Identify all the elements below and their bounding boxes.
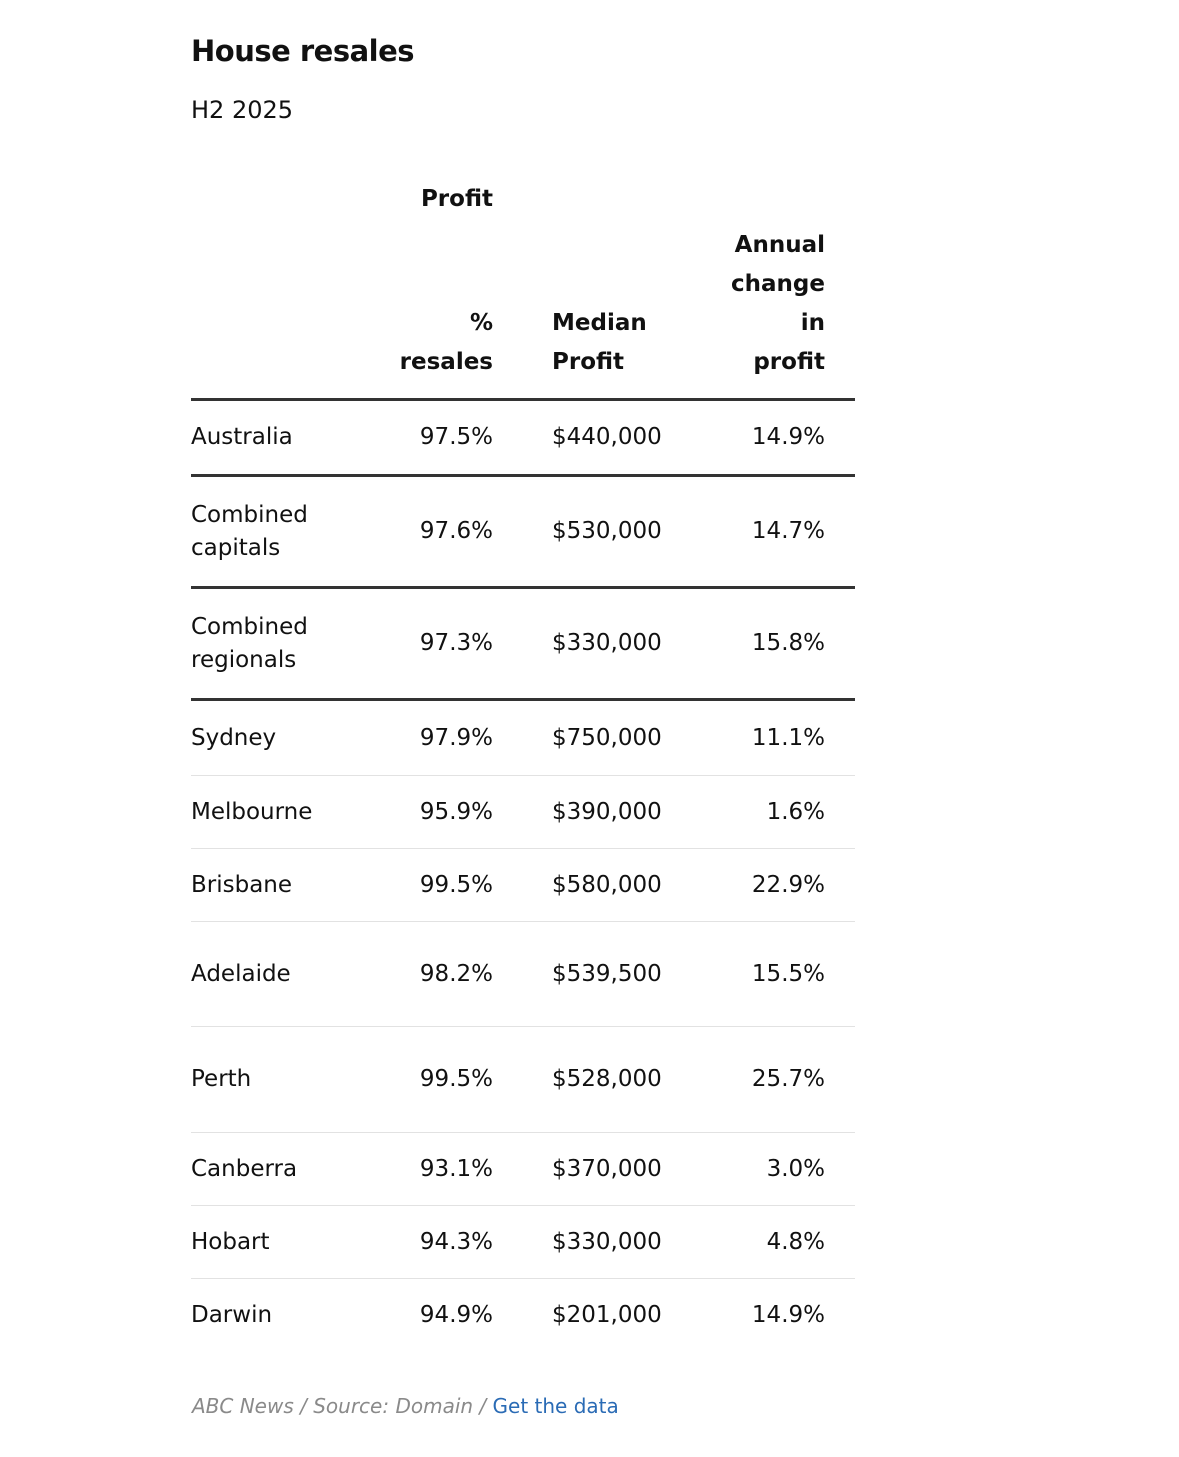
annual-change: 15.8% (700, 587, 855, 701)
column-header-text: Annual change in profit (731, 232, 825, 375)
credit: ABC News / Source: Domain / (192, 1394, 487, 1418)
subtitle: H2 2025 (191, 96, 294, 124)
pct-resales: 99.5% (360, 848, 523, 922)
column-header: % resales (360, 226, 523, 401)
empty-cell (191, 226, 360, 401)
annual-change: 1.6% (700, 775, 855, 849)
region: Perth (191, 1026, 360, 1133)
region: Combined regionals (191, 587, 360, 701)
median-profit: $580,000 (523, 848, 700, 922)
median-profit: $539,500 (523, 921, 700, 1027)
annual-change: 22.9% (700, 848, 855, 922)
table-row: Canberra 93.1% $370,000 3.0% (191, 1132, 855, 1206)
table-head: Profit % resales Median Profit Annual ch… (191, 180, 855, 401)
pct-resales: 93.1% (360, 1132, 523, 1206)
annual-change: 14.9% (751, 1301, 825, 1328)
pct-resales: 95.9% (360, 775, 523, 849)
pct-resales: 94.9% (419, 1301, 493, 1328)
pct-resales: 94.3% (360, 1205, 523, 1279)
region: Hobart (191, 1205, 360, 1279)
median-profit: $750,000 (523, 699, 700, 776)
column-header: Annual change in profit (700, 226, 855, 401)
median-profit: $370,000 (523, 1132, 700, 1206)
annual-change: 3.0% (700, 1132, 855, 1206)
footer: ABC News / Source: Domain / Get the data (192, 1394, 619, 1418)
annual-change: 25.7% (700, 1026, 855, 1133)
region: Sydney (191, 699, 360, 776)
pct-resales: 97.6% (360, 475, 523, 589)
column-header: Median Profit (523, 226, 700, 401)
empty-cell (191, 180, 360, 226)
region: Darwin (191, 1301, 273, 1328)
median-profit: $330,000 (523, 587, 700, 701)
pct-resales: 97.9% (360, 699, 523, 776)
median-profit: $530,000 (523, 475, 700, 589)
column-header-text: Median Profit (552, 310, 647, 375)
region: Australia (191, 399, 360, 477)
table-row: Perth 99.5% $528,000 25.7% (191, 1026, 855, 1133)
pct-resales: 98.2% (360, 921, 523, 1027)
pct-resales: 99.5% (360, 1026, 523, 1133)
annual-change: 14.9% (700, 399, 855, 477)
table-row: Adelaide 98.2% $539,500 15.5% (191, 921, 855, 1027)
table-row: Combined capitals 97.6% $530,000 14.7% (191, 475, 855, 589)
column-header-text: % resales (399, 310, 493, 375)
title: House resales (191, 34, 415, 68)
median-profit: $528,000 (523, 1026, 700, 1133)
data-table: Profit % resales Median Profit Annual ch… (191, 180, 855, 1351)
group-header: Profit (420, 186, 493, 212)
header-row: % resales Median Profit Annual change in… (191, 226, 855, 401)
table-row: Australia 97.5% $440,000 14.9% (191, 399, 855, 477)
table-row: Sydney 97.9% $750,000 11.1% (191, 699, 855, 776)
region: Canberra (191, 1132, 360, 1206)
annual-change: 4.8% (700, 1205, 855, 1279)
median-profit: $201,000 (552, 1301, 662, 1328)
empty-cell (523, 180, 700, 226)
region: Melbourne (191, 775, 360, 849)
group-row: Profit (191, 180, 855, 226)
region: Brisbane (191, 848, 360, 922)
table-row: Hobart 94.3% $330,000 4.8% (191, 1205, 855, 1279)
table-row: Darwin 94.9% $201,000 14.9% (191, 1279, 855, 1352)
table-body: Australia 97.5% $440,000 14.9% Combined capi… (191, 399, 855, 1352)
annual-change: 15.5% (700, 921, 855, 1027)
annual-change: 11.1% (700, 699, 855, 776)
pct-resales: 97.3% (360, 587, 523, 701)
annual-change: 14.7% (700, 475, 855, 589)
empty-cell (700, 180, 855, 226)
get-data-link[interactable]: Get the data (492, 1394, 619, 1418)
pct-resales: 97.5% (360, 399, 523, 477)
table-row: Melbourne 95.9% $390,000 1.6% (191, 775, 855, 849)
median-profit: $440,000 (523, 399, 700, 477)
table-row: Brisbane 99.5% $580,000 22.9% (191, 848, 855, 922)
median-profit: $330,000 (523, 1205, 700, 1279)
region: Combined capitals (191, 475, 360, 589)
median-profit: $390,000 (523, 775, 700, 849)
table-row: Combined regionals 97.3% $330,000 15.8% (191, 587, 855, 701)
region: Adelaide (191, 921, 360, 1027)
